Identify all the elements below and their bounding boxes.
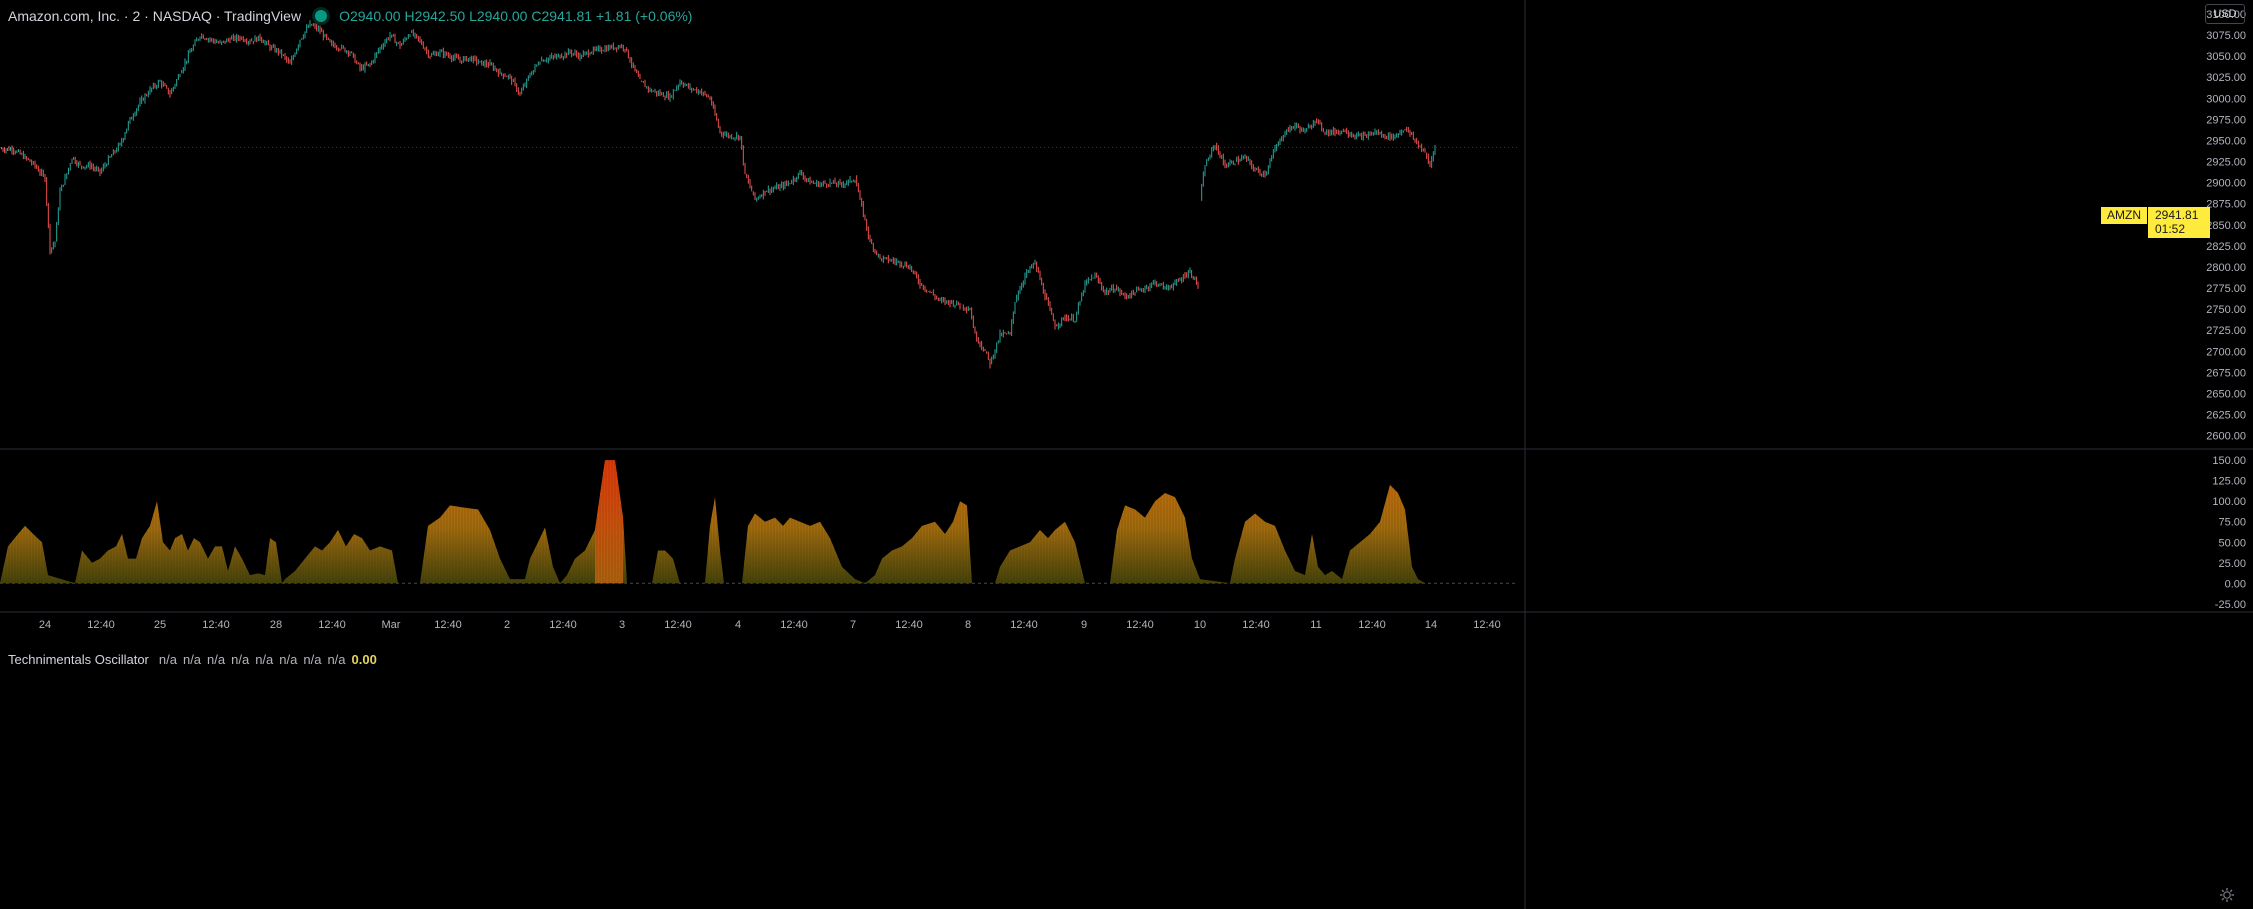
time-tick-label: 12:40 xyxy=(1010,619,1038,631)
time-tick-label: 12:40 xyxy=(1242,619,1270,631)
time-tick-label: 12:40 xyxy=(664,619,692,631)
oscillator-area xyxy=(0,460,1425,584)
time-tick-label: 11 xyxy=(1310,619,1321,631)
time-tick-label: 12:40 xyxy=(87,619,115,631)
time-tick-label: 25 xyxy=(154,619,166,631)
price-tick-label: 2875.00 xyxy=(2206,199,2246,211)
price-tick-label: 2775.00 xyxy=(2206,283,2246,295)
currency-button[interactable]: USD xyxy=(2205,4,2245,24)
price-tick-label: 2825.00 xyxy=(2206,241,2246,253)
time-tick-label: Mar xyxy=(382,619,401,631)
price-tick-label: 2850.00 xyxy=(2206,220,2246,232)
symbol-legend: Amazon.com, Inc. · 2 · NASDAQ · TradingV… xyxy=(8,6,698,26)
osc-value-3: n/a xyxy=(207,652,226,667)
osc-value-2: n/a xyxy=(182,652,202,667)
oscillator-legend: Technimentals Oscillator n/a n/a n/a n/a… xyxy=(8,652,377,667)
price-tick-label: 3025.00 xyxy=(2206,72,2246,84)
osc-tick-label: 100.00 xyxy=(2212,496,2246,508)
market-open-status-icon xyxy=(315,10,328,22)
price-tick-label: 2700.00 xyxy=(2206,346,2246,358)
osc-tick-label: 25.00 xyxy=(2218,558,2246,570)
price-tick-label: 2975.00 xyxy=(2206,114,2246,126)
osc-value-5: n/a xyxy=(255,652,274,667)
candlestick-series xyxy=(1,20,1436,369)
osc-tick-label: 75.00 xyxy=(2218,517,2246,529)
time-tick-label: 12:40 xyxy=(202,619,230,631)
time-tick-label: 12:40 xyxy=(549,619,577,631)
price-tick-label: 2650.00 xyxy=(2206,388,2246,400)
time-tick-label: 8 xyxy=(965,619,971,631)
price-tick-label: 3000.00 xyxy=(2206,93,2246,105)
symbol-title: Amazon.com, Inc. · 2 · NASDAQ · TradingV… xyxy=(8,8,302,24)
osc-tick-label: 50.00 xyxy=(2218,537,2246,549)
osc-last-value: 0.00 xyxy=(351,652,377,667)
ohlc-values: O2940.00 H2942.50 L2940.00 C2941.81 +1.8… xyxy=(339,8,693,24)
last-price-value: 2941.81 xyxy=(2155,208,2199,222)
oscillator-name: Technimentals Oscillator xyxy=(8,652,149,667)
oscillator-pane[interactable] xyxy=(0,460,1518,584)
price-tick-label: 2675.00 xyxy=(2206,367,2246,379)
time-tick-label: 12:40 xyxy=(1358,619,1386,631)
time-tick-label: 14 xyxy=(1425,619,1437,631)
time-tick-label: 9 xyxy=(1081,619,1087,631)
price-tick-label: 2750.00 xyxy=(2206,304,2246,316)
price-tick-label: 2900.00 xyxy=(2206,178,2246,190)
time-tick-label: 28 xyxy=(270,619,282,631)
time-tick-label: 2 xyxy=(504,619,510,631)
time-tick-label: 7 xyxy=(850,619,856,631)
time-tick-label: 12:40 xyxy=(780,619,808,631)
osc-value-7: n/a xyxy=(303,652,322,667)
price-tick-label: 3050.00 xyxy=(2206,51,2246,63)
time-tick-label: 4 xyxy=(735,619,741,631)
price-tick-label: 2950.00 xyxy=(2206,135,2246,147)
oscillator-texture xyxy=(2,460,1423,584)
price-tick-label: 2800.00 xyxy=(2206,262,2246,274)
symbol-price-label: AMZN xyxy=(2101,207,2147,224)
price-tick-label: 2600.00 xyxy=(2206,431,2246,443)
time-axis[interactable]: 24 12:40 25 12:40 28 12:40 Mar 12:40 2 12:40 3 12:4… xyxy=(39,619,1501,631)
time-tick-label: 24 xyxy=(39,619,51,631)
time-tick-label: 10 xyxy=(1194,619,1206,631)
price-axis[interactable]: 3100.00 3075.00 3050.00 3025.00 3000.00 2975.… xyxy=(2206,9,2246,443)
price-tick-label: 2925.00 xyxy=(2206,157,2246,169)
time-tick-label: 12:40 xyxy=(1126,619,1154,631)
osc-tick-label: -25.00 xyxy=(2215,599,2246,611)
price-tick-label: 2725.00 xyxy=(2206,325,2246,337)
time-tick-label: 12:40 xyxy=(1473,619,1501,631)
oscillator-peak-area xyxy=(595,460,623,584)
osc-tick-label: 0.00 xyxy=(2225,578,2246,590)
price-tick-label: 2625.00 xyxy=(2206,409,2246,421)
gear-icon[interactable] xyxy=(2219,887,2235,903)
osc-value-1: n/a xyxy=(158,652,177,667)
osc-tick-label: 125.00 xyxy=(2212,476,2246,488)
price-tick-label: 3100.00 xyxy=(2206,9,2246,21)
time-tick-label: 12:40 xyxy=(318,619,346,631)
osc-value-8: n/a xyxy=(327,652,346,667)
price-tick-label: 3075.00 xyxy=(2206,30,2246,42)
time-tick-label: 12:40 xyxy=(434,619,462,631)
osc-value-4: n/a xyxy=(231,652,250,667)
time-tick-label: 3 xyxy=(619,619,625,631)
osc-value-6: n/a xyxy=(279,652,298,667)
bar-countdown: 01:52 xyxy=(2155,222,2186,236)
time-tick-label: 12:40 xyxy=(895,619,923,631)
osc-tick-label: 150.00 xyxy=(2212,455,2246,467)
oscillator-axis[interactable]: 150.00 125.00 100.00 75.00 50.00 25.00 0.00 -25… xyxy=(2212,455,2246,611)
last-price-tag: 2941.81 01:52 xyxy=(2148,207,2210,238)
price-pane[interactable] xyxy=(0,20,1518,369)
